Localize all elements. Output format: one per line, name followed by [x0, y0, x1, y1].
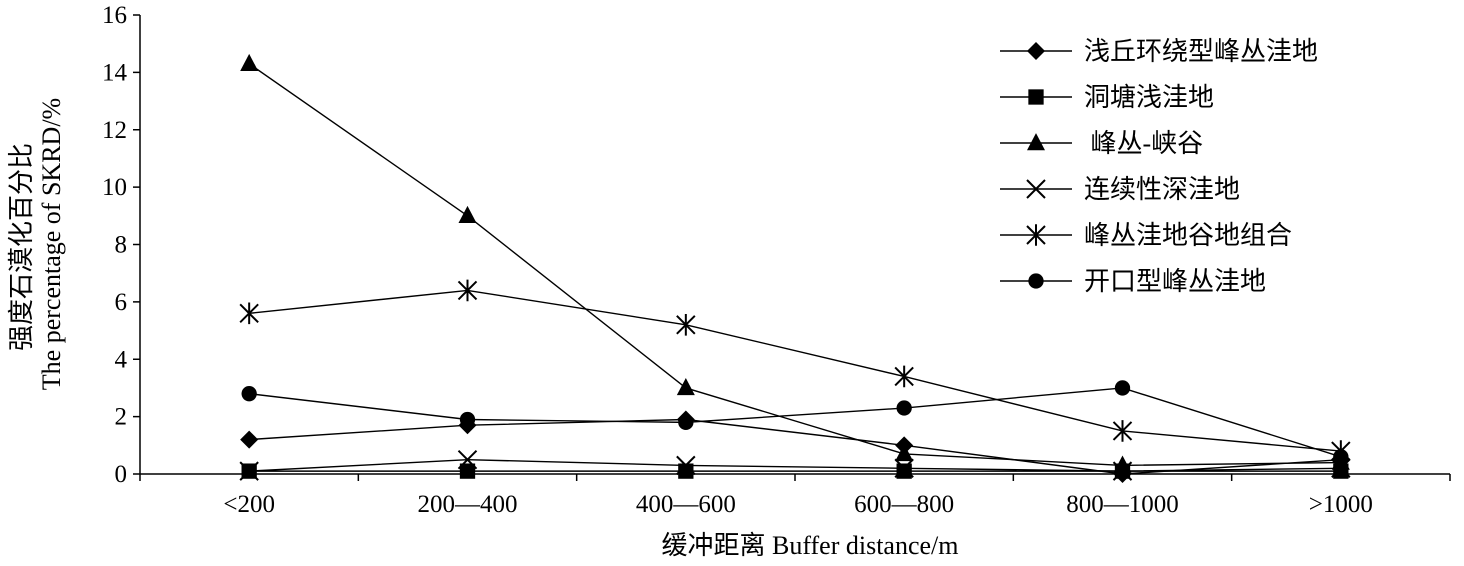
- series-5: [239, 279, 1351, 462]
- legend-label: 峰丛-峡谷: [1084, 129, 1203, 158]
- x-ticks: <200 200—400 400—600 600—800 800—1000 >1000: [139, 474, 1451, 518]
- legend-marker: [1026, 224, 1046, 246]
- data-point: [676, 455, 696, 476]
- series-6: [241, 380, 1349, 465]
- y-tick-label: 12: [102, 117, 127, 144]
- x-tick-label: 800—1000: [1066, 491, 1179, 518]
- legend-label: 开口型峰丛洼地: [1084, 267, 1266, 296]
- data-point: [1331, 458, 1351, 478]
- y-tick-label: 6: [115, 289, 128, 316]
- data-point: [459, 411, 476, 428]
- x-tick-label: 200—400: [418, 491, 518, 518]
- x-tick-label: >1000: [1309, 491, 1373, 518]
- data-point: [457, 279, 478, 302]
- data-point: [240, 53, 259, 71]
- y-tick-label: 0: [115, 461, 128, 488]
- legend-item: 浅丘环绕型峰丛洼地: [1000, 37, 1318, 66]
- legend-marker: [1028, 273, 1044, 289]
- data-point: [895, 444, 914, 462]
- legend-label: 浅丘环绕型峰丛洼地: [1084, 37, 1318, 66]
- legend-item: 连续性深洼地: [1000, 175, 1240, 204]
- data-point: [676, 314, 696, 336]
- legend-item: 峰丛洼地谷地组合: [1000, 221, 1292, 250]
- data-point: [240, 430, 259, 449]
- series-line: [249, 418, 1341, 475]
- series-line: [249, 387, 1342, 458]
- y-tick-label: 4: [115, 346, 128, 373]
- data-point: [676, 378, 695, 396]
- data-point: [678, 414, 694, 431]
- data-point: [239, 302, 259, 325]
- y-ticks: 0 2 4 6 8 10 12 14 16: [102, 2, 140, 488]
- y-tick-label: 8: [115, 232, 128, 259]
- data-point: [894, 458, 914, 478]
- data-point: [1113, 455, 1132, 473]
- data-point: [1112, 461, 1133, 481]
- y-tick-label: 10: [102, 174, 127, 201]
- legend-marker: [1026, 179, 1046, 199]
- legend-marker: [1027, 42, 1045, 60]
- data-point: [459, 463, 476, 479]
- x-axis-title: 缓冲距离 Buffer distance/m: [661, 531, 958, 560]
- x-tick-label: <200: [223, 491, 275, 518]
- data-point: [458, 205, 477, 224]
- legend-item: 开口型峰丛洼地: [1000, 267, 1266, 296]
- data-point: [896, 400, 912, 416]
- legend-label: 连续性深洼地: [1084, 175, 1240, 204]
- legend-marker: [1028, 89, 1044, 105]
- x-tick-label: 400—600: [636, 491, 736, 518]
- data-point: [1333, 449, 1349, 465]
- series-line: [249, 458, 1341, 472]
- data-point: [894, 365, 914, 388]
- data-point: [239, 461, 259, 481]
- series-layer: [239, 53, 1351, 483]
- y-axis-title-en: The percentage of SKRD/%: [37, 98, 66, 390]
- data-point: [1112, 420, 1133, 442]
- legend-label: 洞塘浅洼地: [1084, 83, 1214, 112]
- y-axis-title-cn: 强度石漠化百分比: [7, 143, 36, 351]
- legend-item: 洞塘浅洼地: [1000, 83, 1214, 112]
- data-point: [678, 463, 694, 479]
- series-line: [249, 289, 1341, 452]
- y-tick-label: 2: [115, 404, 128, 431]
- legend-marker: [1027, 133, 1045, 151]
- y-tick-label: 16: [102, 2, 127, 29]
- series-line: [248, 63, 1341, 467]
- series-4: [239, 449, 1351, 481]
- data-point: [241, 386, 257, 402]
- legend-label: 峰丛洼地谷地组合: [1084, 221, 1292, 250]
- data-point: [457, 449, 478, 470]
- y-tick-label: 14: [102, 59, 128, 86]
- data-point: [896, 463, 912, 479]
- series-3: [240, 53, 1350, 473]
- x-tick-label: 600—800: [854, 491, 954, 518]
- data-point: [1114, 380, 1131, 396]
- legend-item: 峰丛-峡谷: [1000, 129, 1203, 158]
